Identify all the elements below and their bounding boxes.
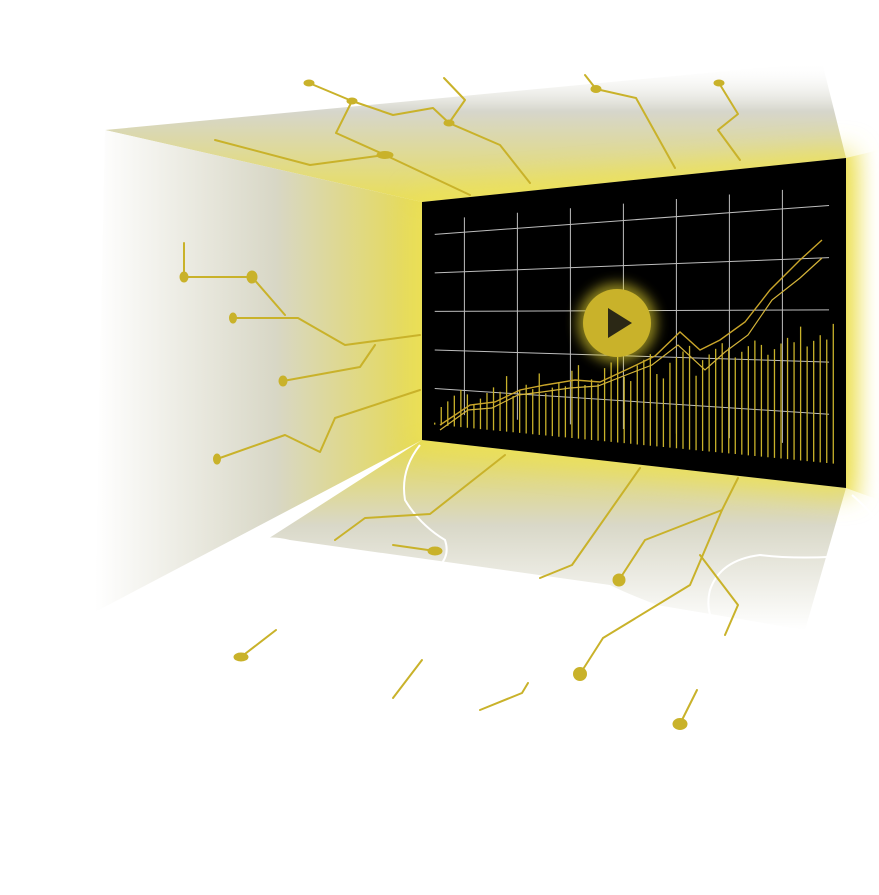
chart-bars (434, 323, 834, 464)
room (95, 62, 879, 700)
chart-line-primary (439, 239, 823, 426)
left-wall (95, 130, 422, 612)
play-button[interactable] (577, 283, 657, 363)
play-icon (608, 308, 632, 338)
ceiling (105, 62, 846, 202)
video-screen[interactable] (422, 158, 846, 488)
grid-line-horizontal (434, 204, 830, 235)
chart-line-secondary (439, 257, 823, 431)
grid-line-horizontal (434, 257, 830, 274)
right-glow (846, 150, 879, 500)
white-wires (403, 444, 879, 626)
circuit-traces (179, 74, 741, 730)
floor (235, 440, 846, 630)
